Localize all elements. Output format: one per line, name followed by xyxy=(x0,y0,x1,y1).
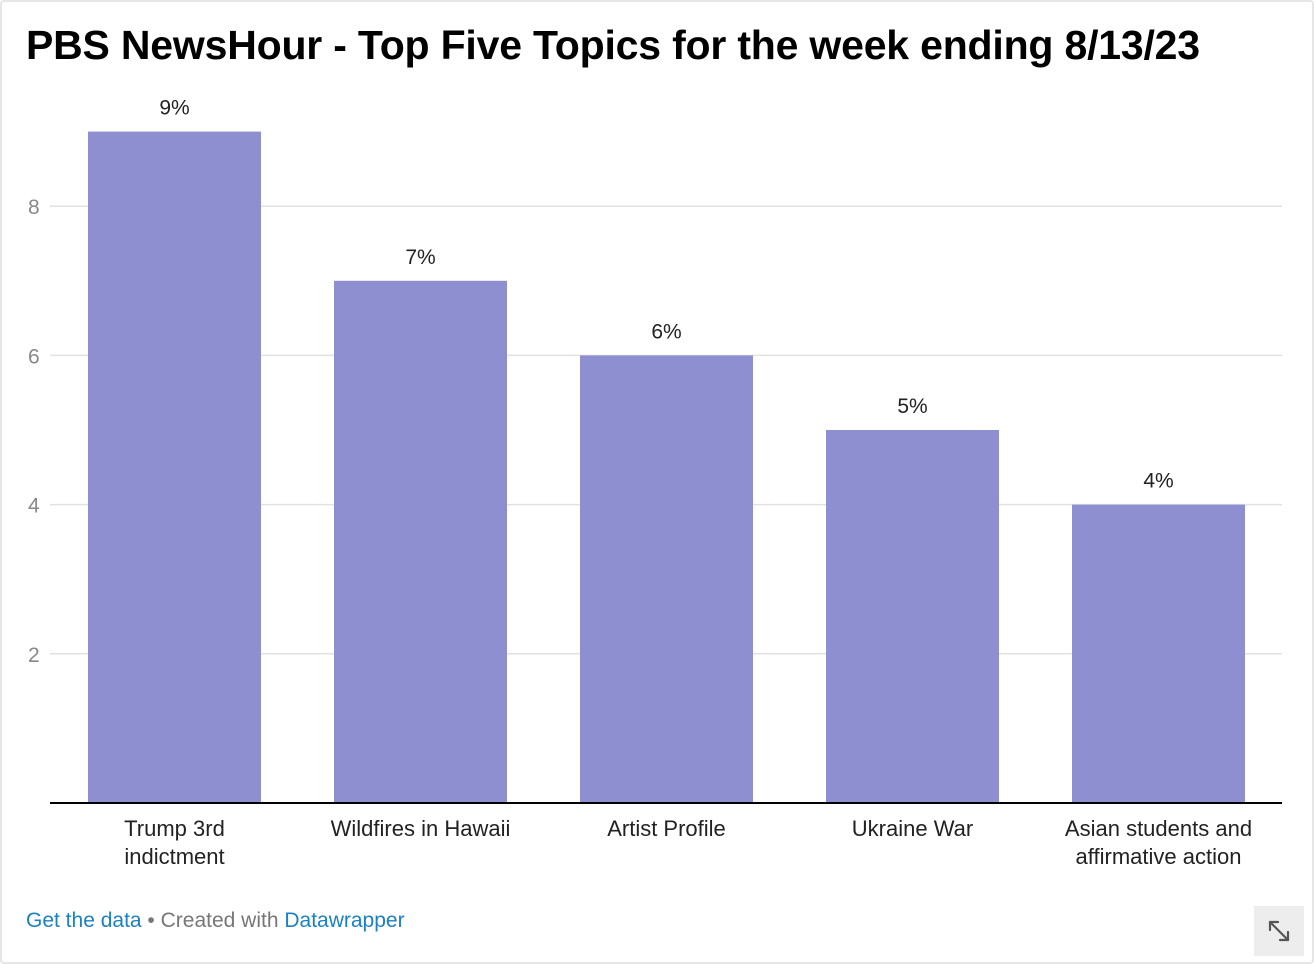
bar-4 xyxy=(826,430,999,803)
category-label-5: Asian students and affirmative action xyxy=(1065,816,1252,869)
footer-separator: • xyxy=(141,909,161,932)
bar-2 xyxy=(334,280,507,803)
y-tick-label-4: 4 xyxy=(28,495,40,518)
value-label-3: 6% xyxy=(651,320,681,343)
created-with-text: Created with xyxy=(160,909,279,932)
category-label-line: Asian students and xyxy=(1065,816,1252,841)
value-label-5: 4% xyxy=(1143,470,1173,493)
value-label-4: 5% xyxy=(897,395,927,418)
datawrapper-link[interactable]: Datawrapper xyxy=(284,909,405,932)
category-label-line: Ukraine War xyxy=(852,816,973,841)
bar-chart: 2 4 6 8 9% Trump 3rd indictment 7% Wildfires in … xyxy=(28,97,1282,869)
category-label-line: indictment xyxy=(124,844,224,869)
bar-5 xyxy=(1072,504,1245,803)
y-tick-label-2: 2 xyxy=(28,644,40,667)
category-label-line: affirmative action xyxy=(1076,844,1242,869)
y-tick-label-8: 8 xyxy=(28,196,40,219)
value-label-2: 7% xyxy=(405,246,435,269)
y-tick-label-6: 6 xyxy=(28,345,40,368)
expand-button[interactable] xyxy=(1254,906,1304,956)
category-label-line: Wildfires in Hawaii xyxy=(331,816,511,841)
chart-title: PBS NewsHour - Top Five Topics for the w… xyxy=(26,22,1200,68)
category-label-3: Artist Profile xyxy=(607,816,726,841)
bar-1 xyxy=(88,131,261,804)
bar-3 xyxy=(580,355,753,803)
get-the-data-link[interactable]: Get the data xyxy=(26,909,142,932)
value-label-1: 9% xyxy=(159,97,189,120)
category-label-line: Trump 3rd xyxy=(124,816,225,841)
category-label-4: Ukraine War xyxy=(852,816,973,841)
category-label-2: Wildfires in Hawaii xyxy=(331,816,511,841)
category-label-line: Artist Profile xyxy=(607,816,726,841)
category-label-1: Trump 3rd indictment xyxy=(124,816,225,869)
chart-footer: Get the data • Created with Datawrapper xyxy=(26,909,405,933)
expand-diagonal-arrows-icon xyxy=(1268,920,1290,942)
